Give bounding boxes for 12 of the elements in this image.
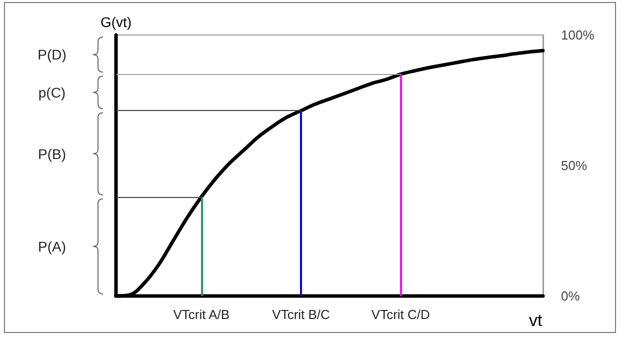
- text: P(D): [38, 46, 66, 63]
- y-axis-title: G(vt): [100, 14, 132, 30]
- text: p(C): [38, 84, 66, 100]
- x-tick-label: VTcrit B/C: [272, 307, 330, 322]
- text: P(A): [38, 238, 66, 254]
- y-tick-label: 0%: [561, 288, 580, 304]
- y-tick-label: 100%: [561, 28, 595, 42]
- x-tick-label: VTcrit A/B: [173, 307, 230, 322]
- x-axis-title: vt: [529, 311, 542, 330]
- y-tick-label: 50%: [561, 158, 588, 173]
- text: P(B): [38, 146, 66, 162]
- x-tick-label: VTcrit C/D: [371, 307, 430, 322]
